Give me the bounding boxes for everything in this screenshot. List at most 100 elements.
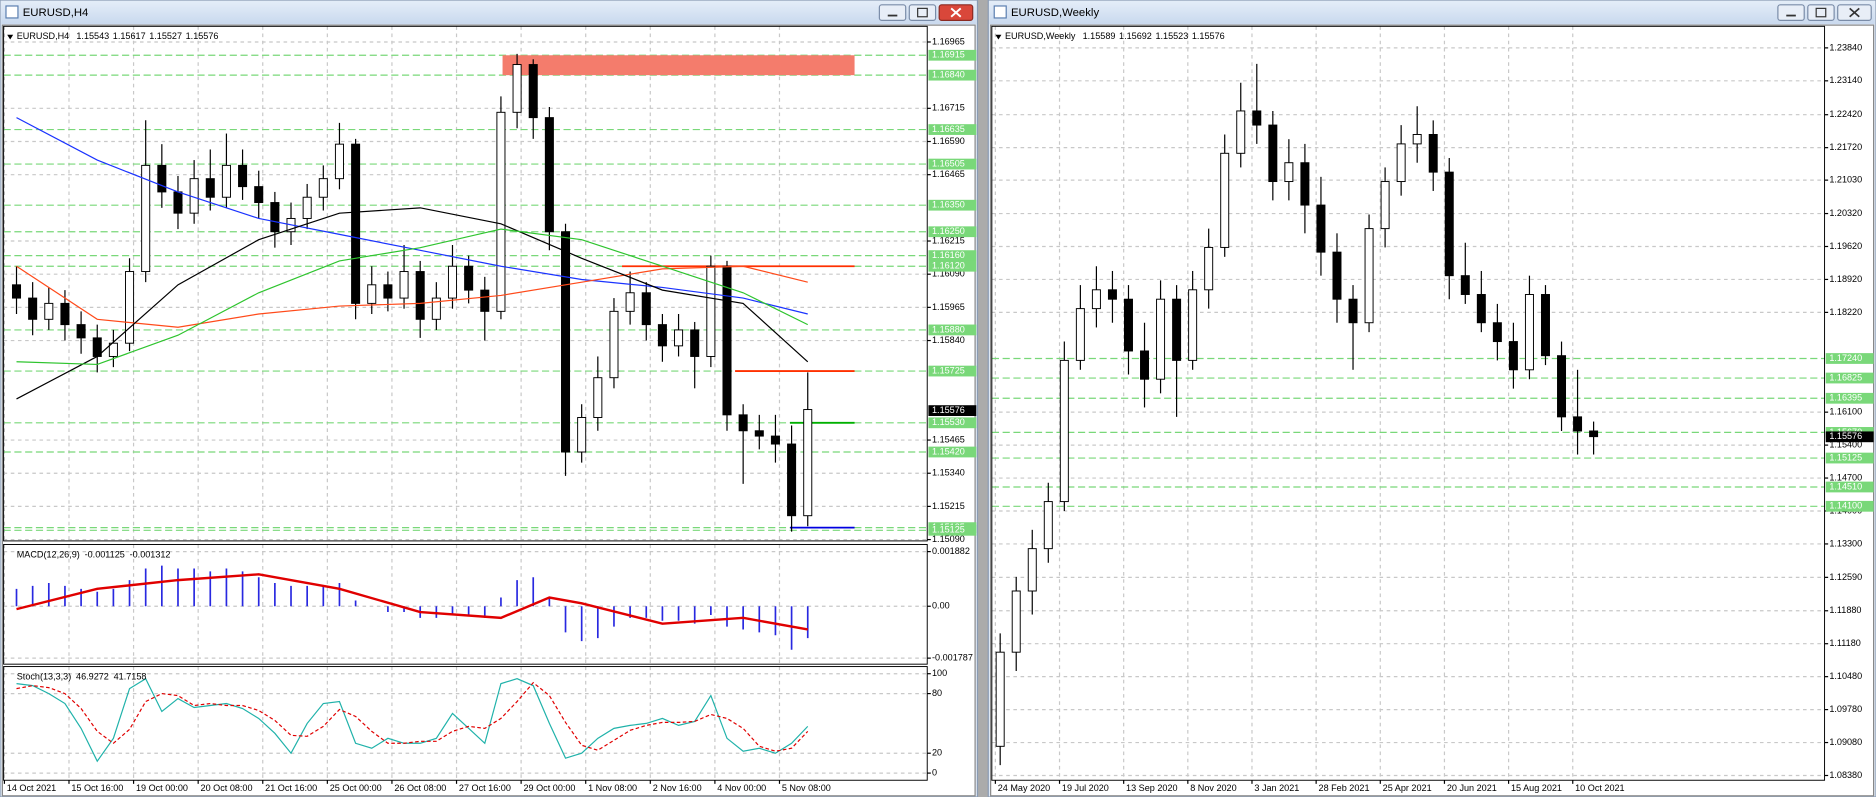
candle-body [1316, 204, 1326, 253]
candle-body [995, 651, 1005, 747]
candle-body [577, 417, 587, 453]
level-label-bg [928, 417, 977, 429]
candle-body [770, 435, 780, 445]
candle-body [803, 409, 813, 517]
candle-body [1011, 590, 1021, 653]
level-label-bg [928, 226, 977, 238]
y-tick-label: 1.21030 [1829, 175, 1862, 185]
maximize-button[interactable] [1807, 4, 1835, 21]
candle-body [1284, 162, 1294, 183]
level-label: 1.16160 [932, 250, 965, 260]
y-tick-label: 20 [932, 748, 942, 758]
level-label: 1.16120 [932, 261, 965, 271]
y-tick-label: 1.15400 [1829, 440, 1862, 450]
chart-area[interactable] [1, 24, 976, 797]
title-bar[interactable] [1, 1, 977, 24]
pane-border [991, 25, 1826, 781]
x-tick-label: 8 Nov 2020 [1190, 783, 1236, 793]
header-value: 1.15617 [113, 32, 146, 42]
x-tick-label: 14 Oct 2021 [7, 783, 56, 793]
level-label: 1.15725 [932, 365, 965, 375]
y-tick-label: -0.001787 [932, 653, 973, 663]
y-tick-label: 1.20320 [1829, 208, 1862, 218]
candle-body [173, 191, 183, 214]
y-tick-label: 0 [932, 767, 937, 777]
candle-body [1220, 152, 1230, 248]
y-tick-label: 1.10480 [1829, 671, 1862, 681]
candle-body [383, 284, 393, 299]
pane-header: Stoch(13,3,3) 46.9272 41.7158 [17, 672, 147, 682]
y-tick-label: 1.13300 [1829, 538, 1862, 548]
candle-body [1332, 251, 1342, 300]
candle-body [1540, 294, 1550, 357]
stoch-line [16, 681, 809, 752]
pane: 0.001882 0.00 -0.001787 MACD(12,26,9) -0.001… [3, 544, 973, 665]
moving-average [16, 117, 808, 315]
candle-body [1444, 171, 1454, 277]
zone [502, 55, 855, 76]
y-tick-label: 1.08380 [1829, 770, 1862, 780]
candle-body [431, 297, 441, 320]
candle-body [125, 271, 135, 344]
candle-body [221, 164, 231, 198]
level-label: 1.15420 [932, 446, 965, 456]
candle-body [44, 302, 54, 320]
level-label-bg [928, 158, 977, 170]
minimize-button[interactable] [1777, 4, 1805, 21]
level-label: 1.16505 [932, 158, 965, 168]
candle-body [1156, 298, 1166, 380]
y-tick-label: 1.15215 [932, 501, 965, 511]
x-tick-label: 29 Oct 00:00 [524, 783, 576, 793]
title-bar[interactable] [989, 1, 1875, 24]
header-arrow [7, 34, 14, 40]
candle-body [1476, 294, 1486, 324]
pane-plot [3, 666, 928, 781]
candle-body [480, 289, 490, 312]
y-tick-label: 1.16965 [932, 36, 965, 46]
candle-body [1573, 416, 1583, 432]
candle-body [1492, 322, 1502, 343]
x-tick-label: 5 Nov 08:00 [782, 783, 831, 793]
candle-body [270, 202, 280, 233]
candle-body [415, 271, 425, 320]
candle-body [1557, 355, 1567, 418]
candle-body [1508, 341, 1518, 371]
window-title: EURUSD,Weekly [1011, 7, 1099, 19]
minimize-button[interactable] [878, 4, 907, 21]
y-tick-label: 1.11180 [1829, 638, 1860, 648]
candle-body [1380, 181, 1390, 230]
level-label-bg [928, 260, 977, 272]
candle-body [787, 443, 797, 517]
candle-body [1300, 162, 1310, 206]
moving-average [16, 228, 809, 366]
level-label: 1.16635 [932, 124, 965, 134]
x-tick-label: 2 Nov 16:00 [653, 783, 702, 793]
window-h4: EURUSD,H4 [0, 0, 979, 797]
candle-body [1075, 308, 1085, 361]
candle-body [1364, 228, 1374, 324]
level-label-bg [928, 365, 977, 377]
restore-button[interactable] [908, 4, 937, 21]
candle-body [318, 178, 328, 198]
y-tick-label: 100 [932, 668, 947, 678]
pane-plot [3, 544, 928, 665]
candle-body [609, 310, 619, 379]
level-label: 1.14510 [1829, 481, 1862, 491]
candle-body [76, 324, 86, 339]
level-label: 1.16840 [932, 70, 965, 80]
y-tick-label: 1.19620 [1829, 241, 1862, 251]
maximize-icon [1815, 7, 1827, 18]
pane: 100 80 20 0 Stoch(13,3,3) 46.9272 41.7158 [3, 666, 947, 781]
candle-body [528, 64, 538, 119]
candle-body [706, 265, 716, 357]
candle-body [1043, 501, 1053, 550]
candle-body [60, 302, 70, 326]
candle-body [11, 284, 22, 299]
header-value: 1.15576 [1192, 32, 1225, 42]
candle-body [496, 111, 506, 312]
candle-body [464, 265, 474, 291]
candle-body [351, 143, 361, 304]
header-value: 46.9272 [76, 672, 109, 682]
header-title: Stoch(13,3,3) [17, 672, 71, 682]
y-tick-label: 1.18220 [1829, 307, 1862, 317]
